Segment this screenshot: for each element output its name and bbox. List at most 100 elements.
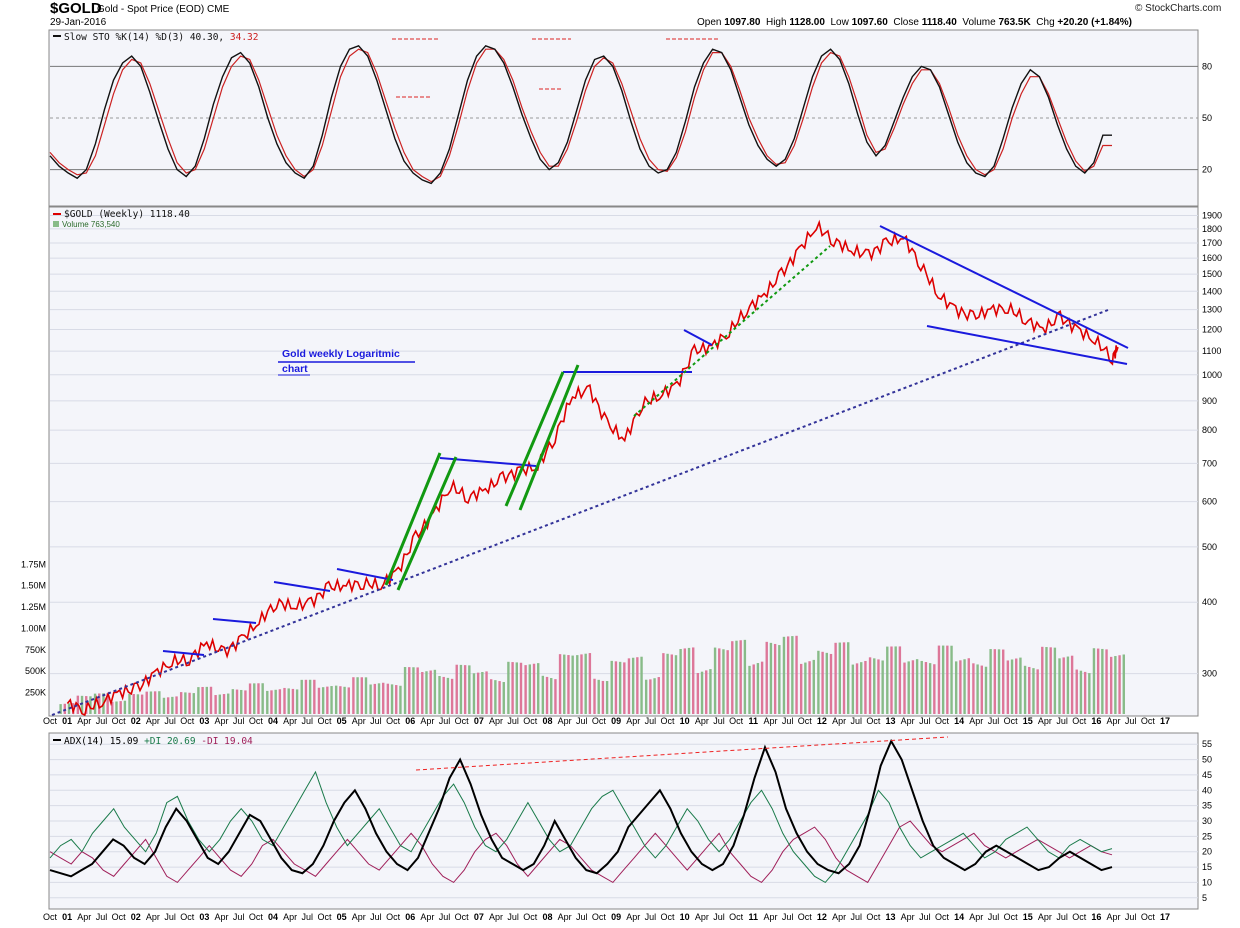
- volume-bar: [352, 677, 355, 714]
- volume-bar: [946, 645, 949, 714]
- volume-bar: [537, 663, 540, 714]
- volume-bar: [683, 648, 687, 714]
- volume-bar: [855, 663, 859, 714]
- x-tick-label: Apr: [626, 912, 640, 922]
- volume-bar: [593, 678, 596, 714]
- volume-bar: [760, 661, 764, 714]
- adx-tick-label: 50: [1202, 755, 1212, 765]
- x-tick-label: Oct: [1141, 716, 1156, 726]
- copyright-link[interactable]: © StockCharts.com: [1135, 3, 1222, 14]
- volume-bar: [731, 641, 734, 714]
- volume-bar: [692, 647, 695, 714]
- x-tick-label: Apr: [489, 912, 503, 922]
- green-dotted-uptrend: [633, 245, 831, 417]
- stoch-tick-label: 20: [1202, 165, 1212, 175]
- volume-bar: [576, 655, 579, 714]
- x-tick-label: 01: [62, 912, 72, 922]
- adx-divergence-line: [415, 736, 949, 771]
- stoch-d-line: [49, 48, 1112, 183]
- volume-bar: [558, 654, 562, 714]
- volume-bar: [1079, 670, 1083, 714]
- x-tick-label: Oct: [180, 912, 195, 922]
- volume-bar: [765, 641, 768, 714]
- volume-bar: [735, 640, 738, 714]
- volume-bar: [950, 645, 953, 714]
- volume-bar: [1118, 655, 1121, 714]
- volume-bar: [377, 683, 381, 714]
- volume-bar: [666, 653, 669, 714]
- flag-line: [162, 650, 205, 656]
- volume-bar: [1088, 673, 1091, 714]
- x-tick-label: Oct: [1072, 912, 1087, 922]
- volume-bar: [111, 701, 114, 714]
- volume-bar: [197, 687, 200, 714]
- volume-bar: [1101, 648, 1104, 714]
- volume-bar: [395, 685, 398, 714]
- volume-bar: [662, 653, 665, 714]
- x-tick-label: Apr: [352, 912, 366, 922]
- volume-bar: [812, 659, 815, 714]
- x-tick-label: Oct: [43, 912, 58, 922]
- volume-bar: [132, 694, 135, 714]
- stoch-legend-text: Slow STO %K(14) %D(3) 40.30, 34.32: [64, 32, 258, 43]
- adx-tick-label: 45: [1202, 770, 1212, 780]
- volume-bar: [175, 696, 178, 714]
- volume-bar: [718, 648, 721, 714]
- volume-bar: [373, 683, 377, 714]
- volume-bar: [166, 697, 170, 714]
- volume-bar: [253, 683, 256, 714]
- gold-price-line: [66, 219, 1119, 717]
- close-label: Close: [893, 17, 919, 28]
- volume-bar: [266, 690, 269, 714]
- volume-bar: [860, 662, 863, 714]
- x-tick-label: Jul: [1056, 716, 1068, 726]
- volume-bar: [455, 664, 458, 714]
- green-channel-line: [384, 452, 442, 586]
- ohlc-readout: Open 1097.80 High 1128.00 Low 1097.60 Cl…: [697, 17, 1132, 28]
- volume-bar: [188, 692, 191, 714]
- x-tick-label: Oct: [866, 912, 881, 922]
- price-tick-label: 400: [1202, 597, 1217, 607]
- x-tick-label: Apr: [558, 716, 572, 726]
- volume-bar: [498, 681, 501, 714]
- price-tick-label: 1100: [1202, 346, 1221, 356]
- volume-bar: [984, 666, 988, 714]
- volume-bar: [412, 667, 415, 714]
- volume-bar: [545, 676, 549, 714]
- x-tick-label: Apr: [1107, 716, 1121, 726]
- x-tick-label: 02: [131, 716, 141, 726]
- x-tick-label: 09: [611, 716, 621, 726]
- x-tick-label: Oct: [935, 716, 950, 726]
- x-tick-label: Jul: [439, 912, 451, 922]
- volume-bar: [933, 664, 936, 714]
- volume-bar: [644, 679, 648, 714]
- adx-legend-plus-di: +DI 20.69: [144, 736, 201, 747]
- volume-bar: [657, 677, 660, 714]
- volume-bar: [136, 694, 140, 714]
- price-tick-label: 300: [1202, 669, 1217, 679]
- volume-bar: [218, 694, 222, 714]
- x-tick-label: Jul: [919, 716, 931, 726]
- x-tick-label: Jul: [439, 716, 451, 726]
- volume-bar: [85, 696, 88, 714]
- green-channel-line: [396, 456, 458, 591]
- volume-bar: [584, 653, 587, 714]
- volume-bar: [907, 661, 910, 714]
- volume-bar: [610, 660, 613, 714]
- x-tick-label: Oct: [935, 912, 950, 922]
- volume-bar: [924, 662, 928, 714]
- volume-tick-label: 1.50M: [21, 581, 46, 591]
- volume-bar: [799, 663, 803, 714]
- volume-bar: [80, 695, 84, 714]
- volume-bar: [894, 646, 897, 714]
- volume-bar: [674, 655, 678, 714]
- volume-bar: [778, 645, 781, 714]
- volume-bar: [903, 662, 906, 714]
- x-tick-label: Apr: [420, 716, 434, 726]
- grid-layer: [50, 65, 1198, 899]
- x-tick-label: Oct: [317, 716, 332, 726]
- price-tick-label: 1500: [1202, 269, 1222, 279]
- volume-bar: [304, 679, 308, 714]
- price-tick-label: 600: [1202, 497, 1217, 507]
- volume-bar: [485, 671, 488, 714]
